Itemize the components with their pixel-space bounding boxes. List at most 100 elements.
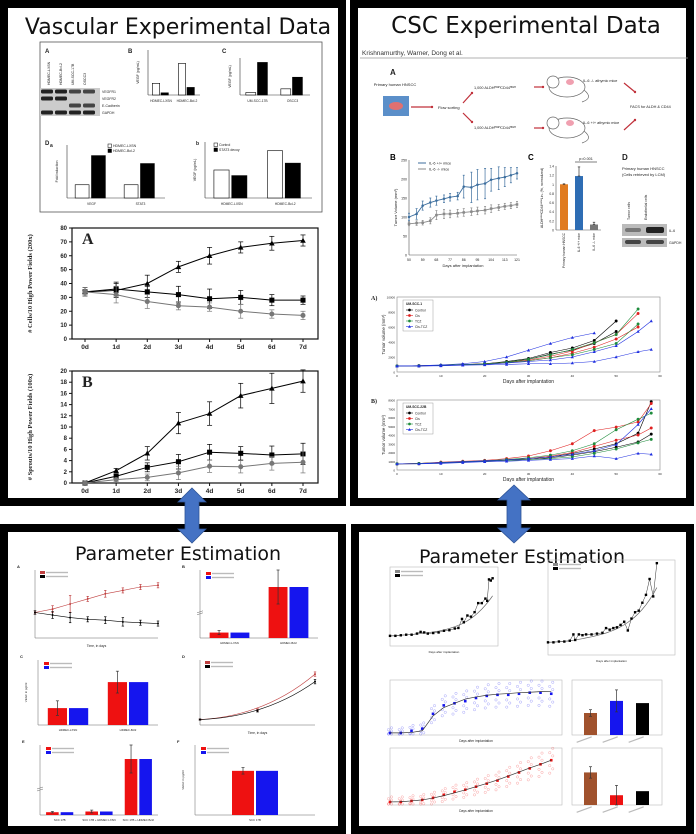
x-axis-label: Days after implantation: [459, 739, 493, 743]
bar: [584, 772, 597, 805]
legend-text-blur: [401, 574, 423, 577]
individual-point: [451, 706, 455, 710]
individual-point: [422, 796, 426, 800]
data-point: [636, 312, 640, 315]
individual-point: [551, 688, 555, 691]
data-point: [269, 460, 275, 466]
data-point: [526, 458, 531, 462]
individual-point: [419, 800, 423, 804]
data-point: [592, 449, 596, 453]
x-tick-label: 30: [527, 374, 531, 378]
x-axis-label: Days after implantation: [443, 263, 484, 268]
x-tick-label: IL-6 -/- mice: [592, 233, 596, 251]
individual-point: [443, 787, 447, 791]
data-point: [86, 618, 89, 621]
data-point: [442, 212, 446, 216]
individual-point: [440, 796, 444, 799]
category-label-blur: [576, 736, 592, 743]
lane-label: HDMEC-Bcl-2: [59, 63, 63, 85]
individual-point: [551, 700, 555, 704]
data-point: [636, 329, 640, 333]
x-tick-label: SCC 17B + HDMEC Bcl2: [123, 818, 155, 822]
data-point: [429, 201, 432, 204]
panel-label: B): [371, 398, 377, 405]
legend-label: TCZ: [415, 422, 421, 426]
individual-point: [519, 767, 522, 771]
data-point: [552, 641, 555, 644]
parameter-left-title: Parameter Estimation: [75, 543, 281, 565]
bar: [292, 76, 303, 96]
data-point: [408, 411, 411, 415]
mean-point: [496, 693, 499, 697]
individual-point: [494, 773, 498, 777]
data-point: [641, 601, 644, 604]
csc-title: CSC Experimental Data: [391, 13, 661, 39]
data-point: [649, 452, 653, 456]
x-tick-label: 2d: [143, 344, 151, 351]
individual-point: [400, 726, 404, 730]
y-tick-label: 10: [60, 425, 67, 431]
data-point: [461, 363, 465, 367]
data-point: [526, 359, 531, 363]
individual-point: [483, 785, 487, 789]
individual-point: [516, 781, 519, 785]
data-point: [269, 385, 275, 391]
legend-text-blur: [46, 575, 68, 578]
data-point: [504, 355, 509, 359]
data-point: [395, 462, 399, 466]
data-point: [207, 463, 213, 469]
blot-title: (Cells retrieved by LCM): [622, 172, 666, 177]
y-tick-label: 0.6: [549, 201, 554, 205]
panel-label: B: [182, 564, 185, 569]
series-line: [34, 612, 159, 624]
data-point: [483, 460, 487, 463]
x-tick-label: 77: [448, 258, 452, 262]
y-tick-label: 6000: [388, 326, 395, 330]
y-tick-label: 0: [64, 481, 68, 487]
y-tick-label: 3000: [388, 442, 395, 446]
data-point: [570, 449, 574, 453]
data-point: [509, 204, 513, 207]
arrow-icon: [462, 112, 473, 123]
legend-swatch: [206, 572, 211, 575]
csc-authors: Krishnamurthy, Warner, Dong et al.: [362, 50, 463, 57]
individual-point: [497, 770, 501, 774]
legend-swatch: [553, 563, 558, 566]
individual-point: [508, 701, 512, 705]
data-point: [207, 296, 213, 302]
individual-point: [454, 783, 458, 787]
bar: [280, 88, 292, 96]
data-point: [483, 359, 487, 363]
legend-label: IL-6 -/- mice: [429, 168, 449, 172]
y-axis-label: # Sprouts/10 High Power Fields (100x): [27, 374, 34, 480]
legend-text-blur: [52, 751, 74, 754]
data-point: [460, 617, 464, 621]
x-tick-label: 0: [396, 472, 398, 476]
data-point: [314, 680, 316, 683]
individual-point: [465, 707, 469, 710]
y-axis-label: VEGF in pg/ml: [24, 682, 28, 702]
y-tick-label: 10000: [387, 296, 396, 300]
data-point: [34, 611, 36, 614]
individual-point: [529, 699, 533, 703]
data-point: [408, 319, 411, 323]
blot-band: [69, 103, 81, 108]
data-point: [637, 609, 640, 612]
mean-point: [549, 692, 553, 696]
model-curve: [547, 587, 658, 643]
individual-point: [529, 679, 533, 683]
data-point: [175, 420, 182, 426]
x-tick-label: 60: [658, 472, 662, 476]
individual-point: [422, 731, 426, 735]
individual-point: [508, 689, 512, 693]
individual-point: [540, 758, 544, 762]
y-axis-label: ALDHᴴᴵᴳᴴCD44ᴴᴵᴳᴴLin- (%, normalized): [540, 168, 544, 228]
group-label: HDMEC-LXSN: [221, 202, 243, 206]
mean-point: [485, 694, 489, 698]
bar: [267, 150, 283, 199]
data-point: [570, 452, 574, 456]
individual-point: [433, 718, 436, 722]
